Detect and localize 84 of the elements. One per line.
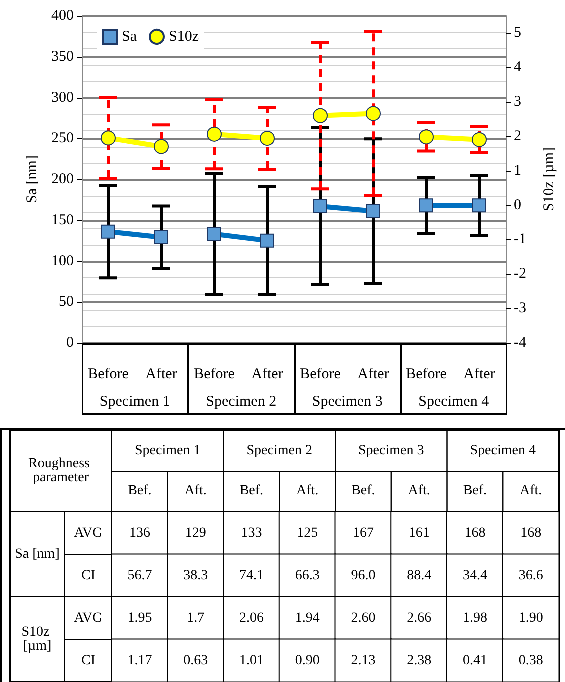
data-label: 168 [520,526,542,541]
data-label: 125 [297,526,318,541]
y2-tick-label: 1 [514,162,522,179]
y2-tick-label: 3 [514,94,522,110]
y-tick-label: 100 [52,253,74,270]
y2-tick-label: -2 [514,266,526,282]
data-label: 66.3 [295,568,320,584]
x-tick-label: After [146,366,178,382]
x-tick-label: Aft. [408,484,430,498]
y-tick-label: 400 [52,8,74,24]
x-tick-label: Aft. [520,484,542,498]
y2-tick-label: -1 [514,232,526,248]
x-tick-label: After [358,366,390,382]
x-tick-label: Before [88,366,130,382]
y-tick-label: AVG [74,526,103,541]
text: Specimen 2 [246,444,312,458]
x-tick-label: Before [300,366,342,382]
data-label: 38.3 [184,568,208,584]
y-tick-label: CI [82,653,96,668]
data-label: 88.4 [407,568,432,584]
legend-label: S10z [169,29,200,45]
y-tick-label: 50 [59,294,74,310]
y-tick-label: 0 [66,335,74,351]
data-label: 0.63 [184,653,208,668]
text: Specimen 1 [135,444,201,458]
x-tick-label: After [252,366,284,382]
data-label: 2.06 [239,610,264,626]
data-label: 167 [352,526,374,541]
data-label: 136 [129,526,150,541]
legend-label: Sa [122,29,138,45]
x-tick-label: Bef. [128,484,152,498]
y-tick-label: 350 [52,48,74,65]
y-tick-label: 200 [52,172,74,188]
y-tick-label: 150 [52,212,74,228]
y2-tick-label: Sa [nm] [15,547,60,562]
y2-tick-label: -3 [514,300,526,317]
y2-tick-label: 4 [514,60,522,76]
data-label: 0.41 [462,653,488,668]
y2-tick-label: -4 [514,335,527,351]
x-tick-label: Before [406,366,448,382]
x-tick-label: Bef. [463,484,488,498]
data-label: 1.94 [295,610,320,626]
data-label: 1.90 [518,610,544,626]
point [101,130,116,146]
data-label: 2.66 [407,610,432,626]
x-tick-label: After [464,366,496,382]
y-tick-label: CI [82,568,96,584]
data-label: 56.7 [128,568,152,584]
data-label: 2.38 [407,653,432,668]
data-label: 1.01 [239,653,264,668]
x-tick-label: Aft. [296,484,319,498]
text: Specimen 4 [470,444,536,458]
text: Roughness parameter [28,456,94,486]
data-label: 1.95 [128,610,152,626]
data-label: 133 [241,526,262,541]
data-label: 36.6 [518,568,544,584]
y-tick-label: 300 [52,90,74,106]
data-label: 96.0 [351,568,376,584]
data-label: 74.1 [239,568,264,584]
y-tick-label: AVG [74,610,103,626]
x-tick-label: Bef. [352,484,376,498]
y2-tick-label: 5 [514,25,522,42]
y2-axis-title: S10z [µm] [542,147,558,212]
data-label: 0.38 [518,653,544,668]
y2-tick-label: 2 [514,128,522,144]
data-label: 2.13 [351,653,376,668]
data-label: 1.7 [187,610,205,626]
data-label: 34.4 [462,568,488,584]
y2-tick-label: 0 [514,197,522,214]
data-label: 168 [464,526,486,541]
data-label: 129 [185,526,206,541]
point [154,139,169,154]
data-label: 161 [408,526,430,541]
y2-tick-label: S10z [µm] [22,625,54,654]
y-axis-title: Sa [nm] [24,156,40,204]
x-tick-label: Bef. [240,484,264,498]
x-tick-label: Aft. [184,484,207,498]
data-label: 1.17 [128,653,152,668]
x-tick-label: Before [194,366,236,382]
text: Specimen 3 [358,444,424,458]
data-label: 0.90 [295,653,320,668]
y-tick-label: 250 [52,130,74,147]
data-label: 1.98 [462,610,488,626]
data-label: 2.60 [351,610,376,626]
